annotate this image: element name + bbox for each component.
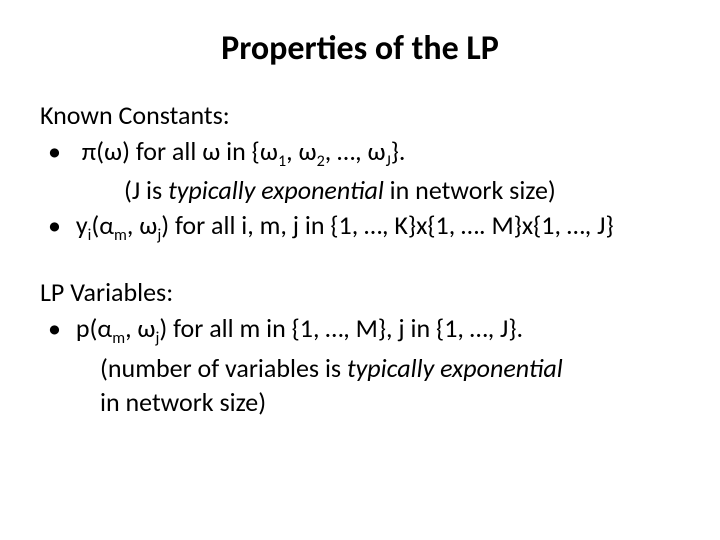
known-bullet-1: • π(ω) for all ω in {ω1, ω2, …, ωJ}. [40,135,680,172]
vars-bullet-1: • p(αm, ωj) for all m in {1, …, M}, j in… [40,312,680,349]
text: in network size) [100,386,266,418]
emphasis: typically exponential [347,352,563,384]
text: p(α [76,312,112,344]
text: , ω [125,312,155,344]
emphasis: typically exponential [168,174,384,206]
sub: 1 [278,152,286,171]
text: ) for all m in {1, …, M}, j in {1, …, J}… [159,312,523,344]
sub: m [112,329,125,348]
text: ) for all i, m, j in {1, …, K}x{1, …. M}… [161,209,613,241]
vars-bullet-1-line2: (number of variables is typically expone… [40,352,680,385]
slide-title: Properties of the LP [40,28,680,69]
text: , …, ω [325,135,386,167]
vars-bullet-1-line3: in network size) [40,386,680,419]
known-bullet-1-line2: (J is typically exponential in network s… [40,174,680,207]
text: y [76,209,88,241]
bullet-icon: • [48,135,70,168]
sub: 2 [317,152,325,171]
text: in network size) [384,174,556,206]
known-constants-heading: Known Constants: [40,99,680,131]
bullet-icon: • [48,312,70,345]
text: }. [391,135,406,167]
text: (α [91,209,114,241]
text: (J is [124,174,168,206]
text: , ω [286,135,316,167]
sub: m [114,226,127,245]
spacer [40,248,680,270]
text: , ω [127,209,157,241]
bullet-icon: • [48,209,70,242]
text: π(ω) for all ω in {ω [82,135,278,167]
known-bullet-2: • yi(αm, ωj) for all i, m, j in {1, …, K… [40,209,680,246]
slide: Properties of the LP Known Constants: • … [0,0,720,441]
text: (number of variables is [100,352,347,384]
lp-variables-heading: LP Variables: [40,276,680,308]
